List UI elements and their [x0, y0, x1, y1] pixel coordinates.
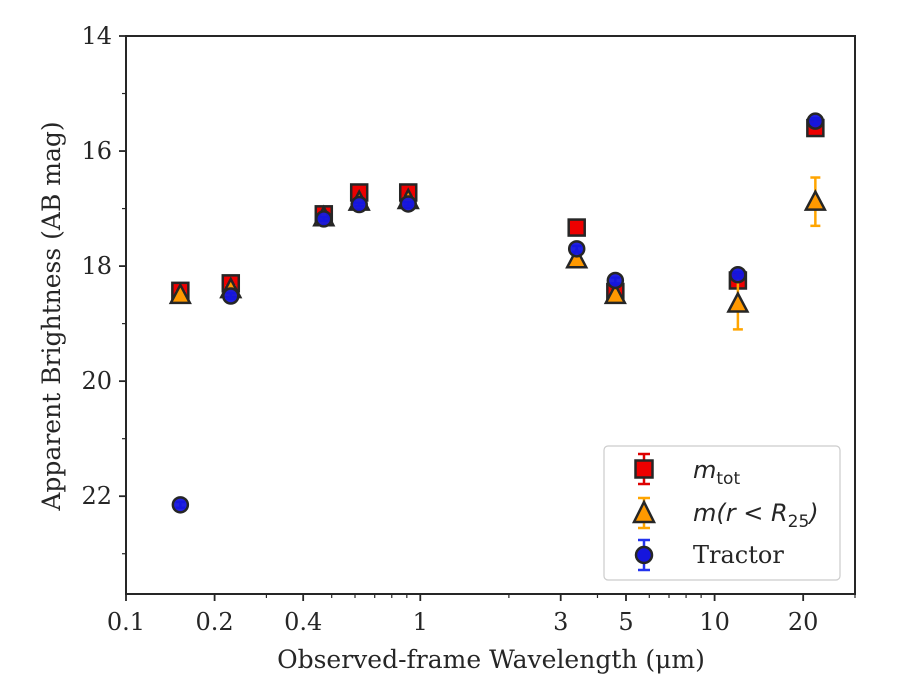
y-tick-label: 14 [81, 22, 112, 50]
data-point-circle [567, 240, 586, 258]
x-tick-label: 3 [553, 608, 568, 636]
data-point-circle [606, 271, 625, 290]
x-tick-label: 5 [618, 608, 633, 636]
series-m-tot [171, 118, 825, 302]
x-tick-label: 20 [788, 608, 819, 636]
x-tick-label: 0.1 [107, 608, 145, 636]
legend-box [603, 445, 841, 581]
x-tick-label: 0.2 [196, 608, 234, 636]
x-tick-label: 10 [699, 608, 730, 636]
data-point-triangle [565, 246, 589, 269]
y-tick-label: 22 [81, 482, 112, 510]
legend-label-mr25: m(r < R25) [693, 499, 819, 532]
legend-marker-mtot [634, 452, 654, 486]
data-point-circle [315, 210, 333, 228]
data-point-circle [171, 496, 190, 514]
x-tick-label: 1 [413, 608, 428, 636]
data-point-circle [350, 195, 368, 214]
plot-frame [125, 35, 856, 595]
series-tractor [171, 112, 825, 514]
data-point-circle [806, 112, 825, 130]
data-series [168, 112, 827, 514]
data-point-triangle [803, 188, 827, 211]
x-tick-label: 0.4 [284, 608, 322, 636]
legend-marker-tractor [634, 538, 654, 572]
y-tick-label: 20 [81, 367, 112, 395]
data-point-circle [399, 195, 417, 213]
y-tick-label: 18 [81, 252, 112, 280]
axis-ticks: 0.1 0.2 0.4 1 3 5 10 20 14 16 18 20 22 [81, 22, 856, 636]
legend-marker-mr25 [631, 496, 657, 530]
data-point-circle [222, 287, 240, 305]
y-tick-label: 16 [81, 137, 112, 165]
legend: mtot m(r < R25) Tractor [603, 445, 841, 581]
y-axis-label: Apparent Brightness (AB mag) [37, 121, 66, 511]
data-point-triangle [726, 290, 750, 313]
series-m-r-r25 [168, 176, 827, 331]
data-point-triangle [603, 282, 627, 305]
x-axis-label: Observed-frame Wavelength (μm) [277, 645, 705, 674]
data-point-triangle [168, 282, 192, 305]
legend-label-mtot: mtot [693, 456, 740, 489]
data-point-square [567, 218, 586, 237]
data-point-circle [729, 265, 747, 284]
legend-label-tractor: Tractor [693, 541, 784, 569]
